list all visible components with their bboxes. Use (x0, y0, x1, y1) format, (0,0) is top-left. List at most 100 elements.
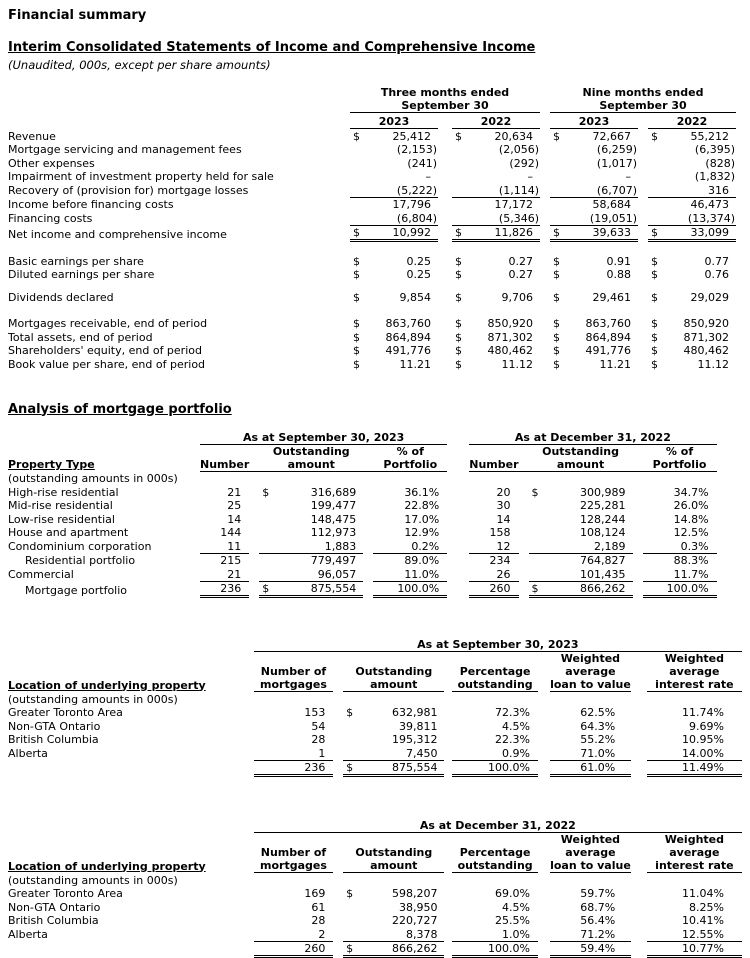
amount-cell-content: 17,172 (452, 198, 540, 211)
pct-cell: 22.3% (495, 733, 530, 746)
row-label: British Columbia (8, 914, 99, 927)
number-cell: 260 (469, 581, 519, 598)
amount-cell-content: (292) (452, 157, 540, 170)
amount-cell: (13,374) (648, 211, 736, 226)
value: 863,760 (585, 317, 632, 330)
pct-cell: 100.0% (373, 581, 448, 598)
amount-cell-content: (6,707) (550, 184, 638, 197)
dollar-sign: $ (553, 344, 560, 357)
column-gap (638, 290, 648, 304)
ltv-cell: 64.3% (580, 719, 616, 733)
column-gap (438, 183, 452, 197)
amount-cell: 148,475 (259, 512, 363, 526)
column-gap (363, 485, 373, 499)
income-group-header-row: Three months ended September 30 Nine mon… (8, 86, 736, 113)
value: 850,920 (487, 317, 534, 330)
amount-cell-content: 148,475 (259, 513, 363, 526)
column-gap (249, 499, 259, 513)
amount-cell-content: (13,374) (648, 212, 736, 225)
amount-cell-content: $33,099 (648, 226, 736, 239)
amount-cell-content: $316,689 (259, 486, 363, 499)
pct-cell: 1.0% (452, 927, 538, 942)
row-label: British Columbia (8, 733, 99, 746)
number-cell: 153 (304, 706, 326, 719)
value: (6,804) (396, 211, 437, 225)
column-gap (333, 733, 343, 747)
value: (1,832) (694, 170, 735, 183)
amount-cell-content: $10,992 (350, 226, 438, 239)
amount-cell-content: $491,776 (550, 344, 638, 357)
location-label: Location of underlying property (8, 678, 206, 692)
value: 491,776 (585, 344, 632, 357)
amount-column-header: Outstanding amount (259, 444, 364, 472)
amount-cell: $863,760 (550, 317, 638, 330)
amount-cell: $598,207 (343, 887, 444, 900)
value: 11.21 (599, 357, 632, 371)
asat-group-header: As at September 30, 2023 (200, 428, 448, 445)
value: 871,302 (683, 330, 730, 344)
value: (2,153) (396, 143, 437, 156)
amounts-note: (outstanding amounts in 000s) (8, 472, 178, 485)
value: – (527, 170, 534, 183)
column-gap (363, 499, 373, 513)
amount-cell-content: $9,706 (452, 291, 540, 304)
value: 25,412 (392, 129, 432, 143)
number-column-header: Number (469, 444, 519, 472)
amount-cell-content: $871,302 (452, 331, 540, 344)
amount-cell: – (550, 170, 638, 183)
value: 96,057 (317, 567, 357, 581)
column-gap (538, 887, 550, 901)
column-gap (519, 581, 529, 597)
row-label: Financing costs (8, 212, 93, 225)
column-gap (249, 581, 259, 597)
row-label: High-rise residential (8, 485, 119, 499)
column-gap (333, 760, 343, 776)
dollar-sign: $ (651, 317, 658, 330)
column-gap (333, 941, 343, 957)
amount-cell: $33,099 (648, 225, 736, 242)
column-gap (638, 143, 648, 157)
amount-cell: 17,796 (350, 197, 438, 211)
column-gap (638, 156, 648, 170)
column-gap (538, 652, 550, 692)
value: 864,894 (385, 330, 432, 344)
year-header: 2023 (350, 112, 438, 129)
number-cell: 28 (311, 733, 326, 746)
column-gap (444, 927, 452, 941)
amount-cell-content: $864,894 (350, 331, 438, 344)
column-gap (538, 941, 550, 957)
amount-cell: 779,497 (259, 553, 363, 567)
row-label: Non-GTA Ontario (8, 900, 101, 914)
value: 72,667 (592, 129, 632, 143)
amount-cell-content: (1,114) (452, 184, 540, 197)
amount-cell: $0.77 (648, 254, 736, 268)
amount-cell-content: $0.77 (648, 255, 736, 268)
column-gap (631, 652, 647, 692)
column-gap (363, 526, 373, 540)
amount-cell-content: 39,811 (343, 720, 444, 733)
amount-cell: $72,667 (550, 129, 638, 143)
value: 39,811 (398, 719, 438, 733)
amount-cell-content: 225,281 (529, 499, 633, 512)
amount-cell-content: $0.88 (550, 268, 638, 281)
dollar-sign: $ (651, 254, 658, 268)
dollar-sign: $ (455, 290, 462, 304)
amount-cell: $11,826 (452, 225, 540, 242)
amount-cell-content: 112,973 (259, 526, 363, 539)
rate-column-header: Weighted average interest rate (646, 651, 742, 692)
column-gap (631, 914, 647, 928)
amount-cell-content: 101,435 (529, 568, 633, 581)
amount-cell: $29,461 (550, 290, 638, 304)
column-gap (444, 706, 452, 720)
column-gap (540, 317, 550, 331)
number-column-header: Number (200, 444, 250, 472)
dollar-sign: $ (353, 357, 360, 371)
amount-cell: $39,633 (550, 225, 638, 242)
number-cell: 30 (496, 499, 511, 512)
column-gap (540, 170, 550, 184)
row-label: Mid-rise residential (8, 499, 113, 512)
location-row: Alberta 1 7,450 0.9% 71.0% 14.00% (8, 746, 742, 761)
property-row: Residential portfolio 215 779,497 89.0% 234 7… (8, 553, 717, 567)
dollar-sign: $ (353, 344, 360, 357)
row-label: Impairment of investment property held f… (8, 170, 274, 183)
